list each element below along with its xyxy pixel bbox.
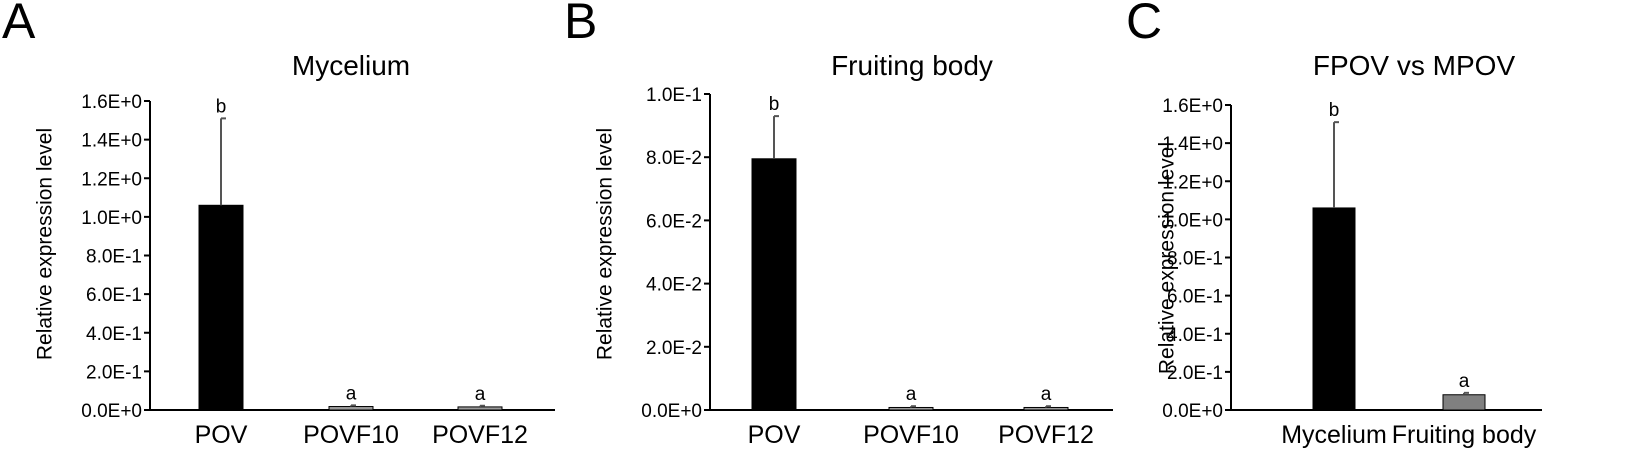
bar <box>328 406 374 411</box>
panel-letter-a: A <box>2 0 36 49</box>
y-tick-label: 6.0E-2 <box>646 211 702 232</box>
y-tick-label: 1.4E+0 <box>81 131 142 152</box>
significance-label: b <box>216 96 227 117</box>
x-tick-label: Mycelium <box>1281 421 1387 449</box>
panel-letter-b: B <box>564 0 598 49</box>
y-tick-label: 1.4E+0 <box>1162 134 1223 155</box>
chart-title-b: Fruiting body <box>831 50 993 81</box>
bar <box>751 158 797 411</box>
y-tick-label: 0.0E+0 <box>641 401 702 422</box>
bar <box>1312 207 1356 411</box>
significance-label: a <box>475 384 486 405</box>
bar-chart-a: 0.0E+0 2.0E-1 4.0E-1 6.0E-1 8.0E-1 1.0E+0 1.2E… <box>81 92 555 449</box>
y-tick-label: 1.0E-1 <box>646 85 702 106</box>
y-tick-label: 1.0E+0 <box>81 208 142 229</box>
y-tick-label: 8.0E-2 <box>646 148 702 169</box>
y-tick-label: 4.0E-2 <box>646 275 702 296</box>
y-tick-label: 1.2E+0 <box>81 169 142 190</box>
y-tick-label: 4.0E-1 <box>1167 325 1223 346</box>
y-tick-label: 8.0E-1 <box>86 247 142 268</box>
panel-letter-c: C <box>1126 0 1163 49</box>
bar-chart-b: 0.0E+0 2.0E-2 4.0E-2 6.0E-2 8.0E-2 1.0E-1 b POV… <box>641 85 1113 449</box>
bar-chart-c: 0.0E+0 2.0E-1 4.0E-1 6.0E-1 8.0E-1 1.0E+0 1.2E… <box>1162 96 1542 449</box>
significance-label: b <box>1329 100 1340 121</box>
bar <box>1023 406 1069 411</box>
y-tick-label: 4.0E-1 <box>86 324 142 345</box>
y-tick-label: 2.0E-1 <box>86 362 142 383</box>
y-tick-label: 1.0E+0 <box>1162 210 1223 231</box>
chart-panel-b: B Fruiting body Relative expression leve… <box>560 0 1130 468</box>
y-tick-label: 1.6E+0 <box>1162 96 1223 117</box>
chart-panel-a: A Mycelium Relative expression level 0.0… <box>0 0 560 468</box>
x-tick-label: POVF12 <box>998 421 1094 449</box>
y-tick-label: 0.0E+0 <box>81 401 142 422</box>
x-tick-label: POV <box>748 421 801 449</box>
bar <box>1442 394 1486 411</box>
chart-title-c: FPOV vs MPOV <box>1312 50 1516 81</box>
chart-title-a: Mycelium <box>291 50 411 81</box>
chart-panel-c: C FPOV vs MPOV Relative expression level… <box>1126 0 1645 468</box>
y-tick-label: 2.0E-1 <box>1167 363 1223 384</box>
bar <box>198 204 244 411</box>
significance-label: a <box>346 383 357 404</box>
y-tick-label: 2.0E-2 <box>646 338 702 359</box>
significance-label: a <box>1041 384 1052 405</box>
bar <box>888 406 934 411</box>
x-tick-label: POV <box>195 421 248 449</box>
y-tick-label: 1.2E+0 <box>1162 172 1223 193</box>
y-tick-label: 8.0E-1 <box>1167 249 1223 270</box>
significance-label: b <box>769 94 780 115</box>
y-tick-label: 1.6E+0 <box>81 92 142 113</box>
significance-label: a <box>906 384 917 405</box>
x-tick-label: Fruiting body <box>1392 421 1537 449</box>
significance-label: a <box>1459 371 1470 392</box>
y-tick-label: 6.0E-1 <box>86 285 142 306</box>
y-tick-label: 6.0E-1 <box>1167 287 1223 308</box>
y-tick-label: 0.0E+0 <box>1162 401 1223 422</box>
x-tick-label: POVF12 <box>432 421 528 449</box>
x-tick-label: POVF10 <box>303 421 399 449</box>
x-tick-label: POVF10 <box>863 421 959 449</box>
bar <box>457 406 503 411</box>
